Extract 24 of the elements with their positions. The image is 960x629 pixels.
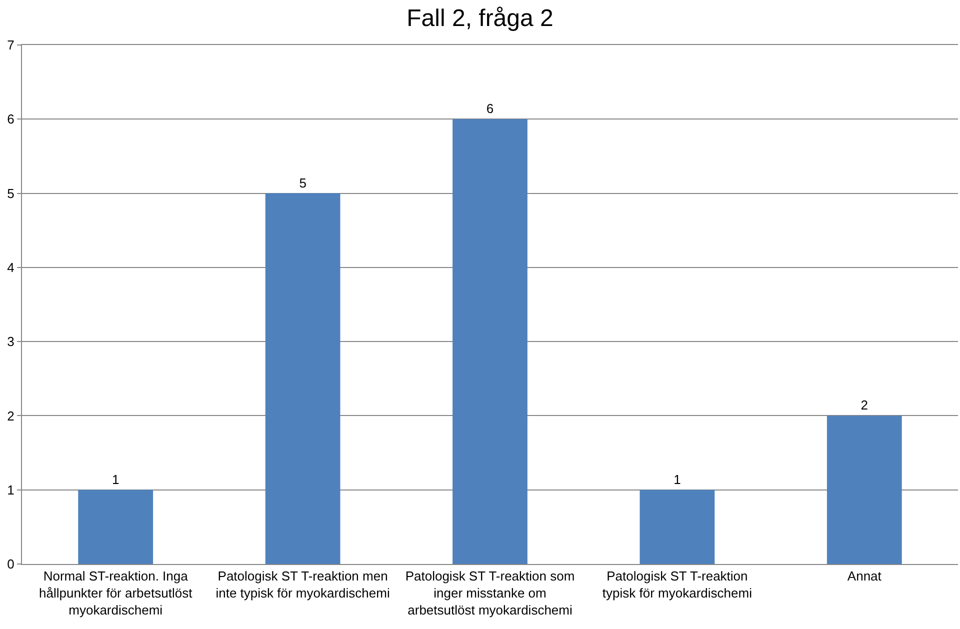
bar [826,416,902,564]
x-tick-label: Annat [847,568,882,584]
bar [640,490,715,564]
bar [265,193,340,564]
x-tick-label: Patologisk ST T-reaktion typisk för myokardischemi [602,568,752,600]
y-tick-label: 3 [7,334,14,350]
data-label: 2 [860,398,868,413]
chart-title: Fall 2, fråga 2 [406,5,554,32]
x-tick-label: Patologisk ST T-reaktion som inger misstanke om arbetsutlöst myokardischemi [405,568,575,618]
y-tick-label: 5 [7,186,14,201]
y-tick-label: 0 [7,556,14,572]
y-tick-label: 4 [7,260,14,275]
data-label: 5 [299,175,306,190]
x-tick-label: Normal ST-reaktion. Inga hållpunkter för arbetsutlöst myokardischemi [39,568,193,618]
data-label: 1 [674,472,681,487]
y-tick-label: 7 [7,38,14,53]
y-tick-label: 2 [7,408,14,424]
data-label: 6 [486,101,494,116]
y-tick-label: 1 [7,482,14,498]
y-tick-label: 6 [7,112,14,127]
bar [78,490,154,564]
x-tick-label: Patologisk ST T-reaktion men inte typisk för myokardischemi [216,568,390,600]
data-label: 1 [112,472,120,487]
bar [452,119,528,564]
